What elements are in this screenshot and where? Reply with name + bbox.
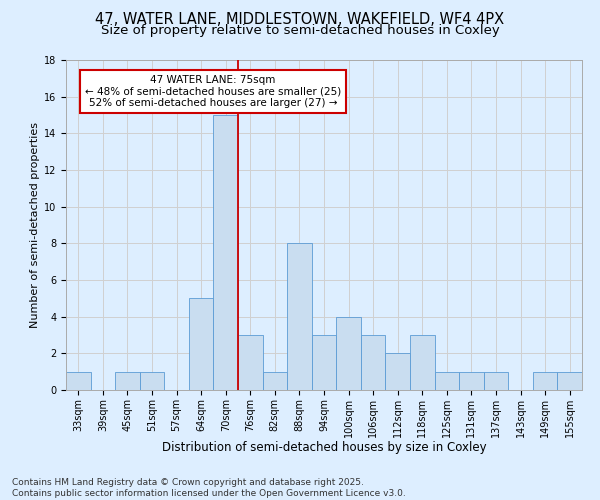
Bar	[238, 335, 263, 390]
Bar	[66, 372, 91, 390]
Bar	[557, 372, 582, 390]
Text: 47, WATER LANE, MIDDLESTOWN, WAKEFIELD, WF4 4PX: 47, WATER LANE, MIDDLESTOWN, WAKEFIELD, …	[95, 12, 505, 28]
Bar	[189, 298, 214, 390]
Bar	[434, 372, 459, 390]
Bar	[115, 372, 140, 390]
Bar	[312, 335, 336, 390]
Bar	[385, 354, 410, 390]
Bar	[263, 372, 287, 390]
Bar	[410, 335, 434, 390]
Bar	[287, 244, 312, 390]
Bar	[533, 372, 557, 390]
Bar	[459, 372, 484, 390]
Bar	[336, 316, 361, 390]
Bar	[361, 335, 385, 390]
X-axis label: Distribution of semi-detached houses by size in Coxley: Distribution of semi-detached houses by …	[161, 441, 487, 454]
Y-axis label: Number of semi-detached properties: Number of semi-detached properties	[30, 122, 40, 328]
Bar	[214, 115, 238, 390]
Bar	[140, 372, 164, 390]
Text: Size of property relative to semi-detached houses in Coxley: Size of property relative to semi-detach…	[101, 24, 499, 37]
Bar	[484, 372, 508, 390]
Text: 47 WATER LANE: 75sqm
← 48% of semi-detached houses are smaller (25)
52% of semi-: 47 WATER LANE: 75sqm ← 48% of semi-detac…	[85, 75, 341, 108]
Text: Contains HM Land Registry data © Crown copyright and database right 2025.
Contai: Contains HM Land Registry data © Crown c…	[12, 478, 406, 498]
